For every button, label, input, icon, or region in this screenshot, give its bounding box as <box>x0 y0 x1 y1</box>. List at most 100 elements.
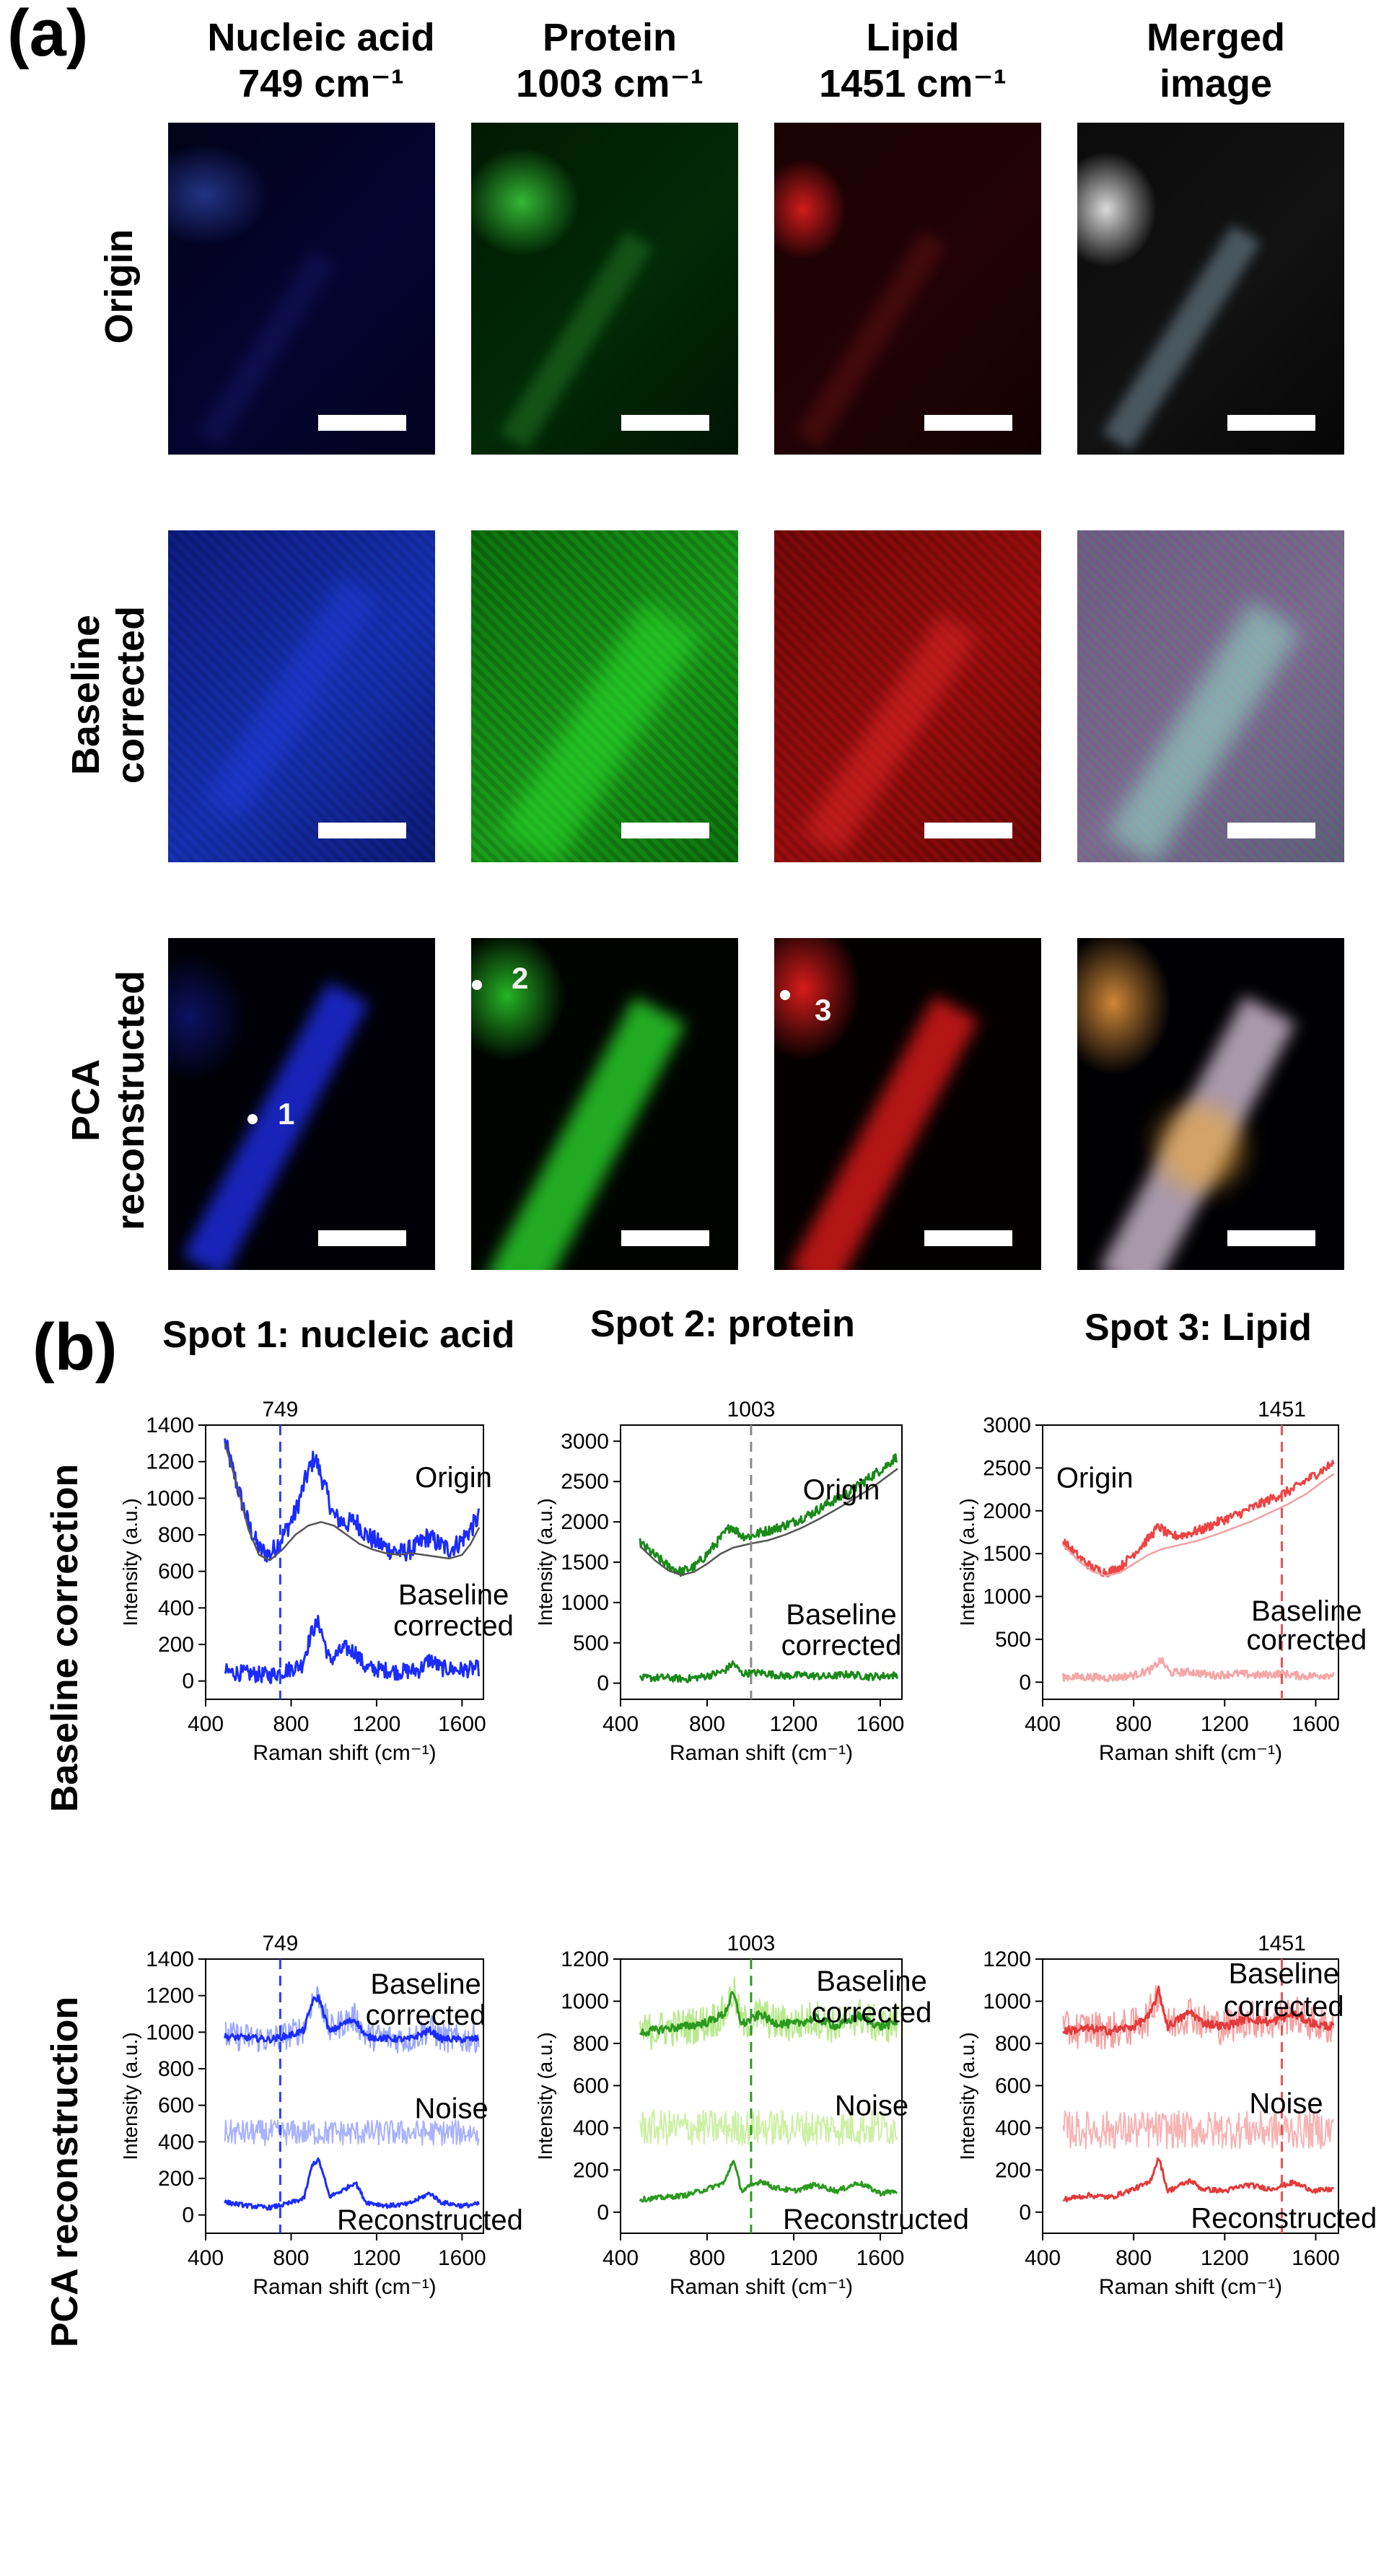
scale-bar <box>621 823 709 838</box>
series-baseline-corrected-light- <box>1062 1985 1335 2050</box>
scale-bar <box>1227 823 1315 838</box>
image-baseline-lipid <box>774 530 1041 862</box>
y-tick-label: 1000 <box>983 1989 1031 2013</box>
y-tick-label: 2500 <box>561 1470 609 1494</box>
annotation: Noise <box>1249 2087 1323 2119</box>
image-origin-merged <box>1077 123 1344 455</box>
column-header-line2: image <box>1159 62 1273 105</box>
series-reconstructed <box>1062 2157 1335 2203</box>
scale-bar <box>318 1230 406 1246</box>
x-axis-label: Raman shift (cm⁻¹) <box>670 2275 853 2299</box>
series-noise <box>224 2119 480 2147</box>
scale-bar <box>1227 1230 1315 1246</box>
annotation: corrected <box>1246 1624 1367 1656</box>
y-tick-label: 600 <box>995 2074 1031 2098</box>
y-tick-label: 500 <box>573 1631 609 1655</box>
column-header-line2: 1451 cm⁻¹ <box>819 62 1007 105</box>
marker-label: 1451 <box>1258 1932 1306 1955</box>
y-tick-label: 1000 <box>983 1585 1031 1609</box>
y-tick-label: 1400 <box>146 1948 194 1971</box>
chart-spot2-pca-reconstruction: 1003 400 800 1200 1600 0 200 400 600 800 1000 1200 R… <box>534 1932 969 2299</box>
y-axis-label: Intensity (a.u.) <box>956 1498 978 1626</box>
y-axis-label: Intensity (a.u.) <box>534 2032 556 2160</box>
spot-label: 2 <box>512 961 529 995</box>
x-tick-label: 800 <box>689 1712 725 1736</box>
annotation: Origin <box>803 1474 880 1506</box>
plot-frame <box>620 1958 903 2234</box>
y-tick-label: 0 <box>1019 2201 1031 2225</box>
column-header-line1: Nucleic acid <box>207 16 435 59</box>
y-tick-label: 1200 <box>146 1450 194 1474</box>
annotation: Reconstructed <box>1191 2203 1376 2235</box>
spot-marker <box>247 1114 258 1124</box>
chart-title-spot2: Spot 2: protein <box>590 1303 855 1345</box>
series-baseline <box>224 1442 481 1561</box>
y-tick-label: 500 <box>995 1628 1031 1652</box>
x-axis-label: Raman shift (cm⁻¹) <box>253 1741 436 1765</box>
image-baseline-merged <box>1077 530 1344 862</box>
series-origin <box>224 1438 480 1563</box>
column-header-line2: 749 cm⁻¹ <box>238 62 404 105</box>
y-tick-label: 1000 <box>561 1989 609 2013</box>
y-tick-label: 1200 <box>146 1984 194 2008</box>
panel-a-letter: (a) <box>7 0 89 70</box>
annotation: Origin <box>415 1462 492 1494</box>
column-header-protein: Protein 1003 cm⁻¹ <box>473 14 747 107</box>
annotation: corrected <box>781 1630 902 1662</box>
spot-label: 3 <box>815 993 832 1027</box>
y-tick-label: 600 <box>158 2094 194 2118</box>
annotation: Baseline <box>786 1599 896 1631</box>
annotation: Noise <box>835 2090 908 2121</box>
panel-b-letter: (b) <box>32 1310 118 1384</box>
y-tick-label: 400 <box>158 2130 194 2154</box>
chart-spot1-pca-reconstruction: 749 400 800 1200 1600 0 200 400 600 800 1000 1200 14… <box>119 1932 523 2299</box>
series-baseline <box>1062 1473 1335 1577</box>
x-axis-label: Raman shift (cm⁻¹) <box>1099 2275 1282 2299</box>
scale-bar <box>318 823 406 838</box>
y-tick-label: 3000 <box>561 1429 609 1453</box>
series-baseline-corrected <box>1061 1657 1335 1683</box>
column-header-line1: Protein <box>542 16 678 59</box>
series-reconstructed <box>639 2160 898 2203</box>
y-tick-label: 0 <box>182 1670 194 1694</box>
x-tick-label: 1200 <box>770 2246 818 2270</box>
annotation: Baseline <box>1229 1958 1339 1990</box>
x-tick-label: 800 <box>273 1712 309 1736</box>
annotation: Origin <box>1056 1463 1134 1494</box>
x-tick-label: 1200 <box>770 1712 818 1736</box>
image-pca-lipid: 3 <box>774 938 1041 1270</box>
annotation: Reconstructed <box>337 2204 523 2236</box>
annotation: Reconstructed <box>783 2204 969 2235</box>
x-axis-label: Raman shift (cm⁻¹) <box>670 1741 853 1765</box>
series-baseline-corrected <box>639 1660 898 1683</box>
x-tick-label: 800 <box>689 2246 725 2270</box>
image-pca-protein: 2 <box>471 938 738 1270</box>
annotation: corrected <box>812 1997 932 2029</box>
y-tick-label: 800 <box>995 2032 1031 2056</box>
y-tick-label: 200 <box>573 2158 609 2182</box>
scale-bar <box>1227 415 1315 431</box>
series-noise <box>639 2109 898 2147</box>
annotation: Noise <box>414 2093 488 2124</box>
plot-frame <box>1042 1958 1339 2234</box>
scale-bar <box>924 1230 1012 1246</box>
y-tick-label: 2000 <box>561 1510 609 1534</box>
y-tick-label: 400 <box>158 1596 194 1620</box>
y-tick-label: 1000 <box>561 1591 609 1615</box>
marker-label: 1003 <box>727 1398 776 1421</box>
y-tick-label: 1200 <box>983 1948 1031 1971</box>
y-tick-label: 1500 <box>561 1551 609 1574</box>
x-tick-label: 400 <box>1025 1712 1061 1736</box>
marker-label: 1003 <box>727 1932 776 1955</box>
y-axis-label: Intensity (a.u.) <box>119 2032 141 2160</box>
x-tick-label: 400 <box>188 1712 224 1736</box>
image-origin-lipid <box>774 123 1041 455</box>
image-baseline-protein <box>471 530 738 862</box>
x-tick-label: 400 <box>602 2246 639 2270</box>
column-header-lipid: Lipid 1451 cm⁻¹ <box>776 14 1050 107</box>
x-tick-label: 1200 <box>1201 2246 1249 2270</box>
column-header-line2: 1003 cm⁻¹ <box>516 62 704 105</box>
y-tick-label: 1400 <box>146 1414 194 1437</box>
annotation: Baseline <box>1251 1595 1362 1627</box>
series-noise <box>1062 2110 1335 2150</box>
